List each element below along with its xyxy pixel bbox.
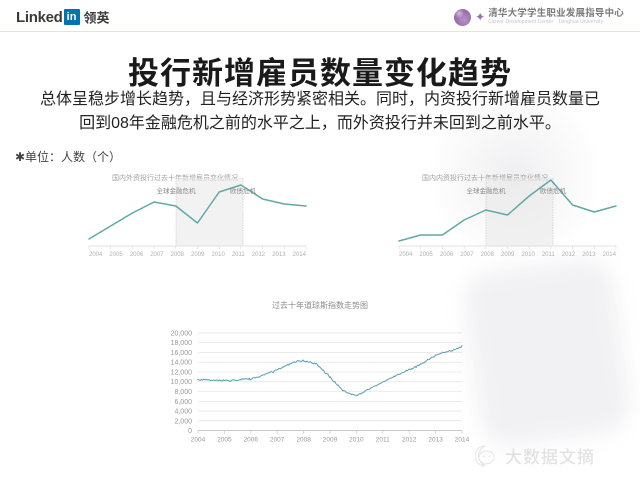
svg-text:0: 0 <box>188 428 192 435</box>
svg-text:6,000: 6,000 <box>174 399 192 406</box>
svg-text:20,000: 20,000 <box>171 330 193 337</box>
svg-text:2012: 2012 <box>402 437 417 444</box>
svg-text:2004: 2004 <box>191 437 206 444</box>
svg-text:2013: 2013 <box>428 437 443 444</box>
svg-text:10,000: 10,000 <box>171 379 193 386</box>
svg-text:12,000: 12,000 <box>171 370 193 377</box>
svg-text:2006: 2006 <box>244 437 259 444</box>
svg-text:2,000: 2,000 <box>174 418 192 425</box>
svg-text:8,000: 8,000 <box>174 389 192 396</box>
svg-text:2005: 2005 <box>217 437 232 444</box>
svg-text:4,000: 4,000 <box>174 409 192 416</box>
svg-text:2014: 2014 <box>455 437 470 444</box>
svg-text:14,000: 14,000 <box>171 360 193 367</box>
svg-text:2007: 2007 <box>270 437 285 444</box>
svg-text:16,000: 16,000 <box>171 350 193 357</box>
svg-text:2008: 2008 <box>296 437 311 444</box>
svg-text:18,000: 18,000 <box>171 340 193 347</box>
svg-text:2011: 2011 <box>376 437 390 444</box>
svg-text:2010: 2010 <box>349 437 364 444</box>
svg-text:2009: 2009 <box>323 437 338 444</box>
